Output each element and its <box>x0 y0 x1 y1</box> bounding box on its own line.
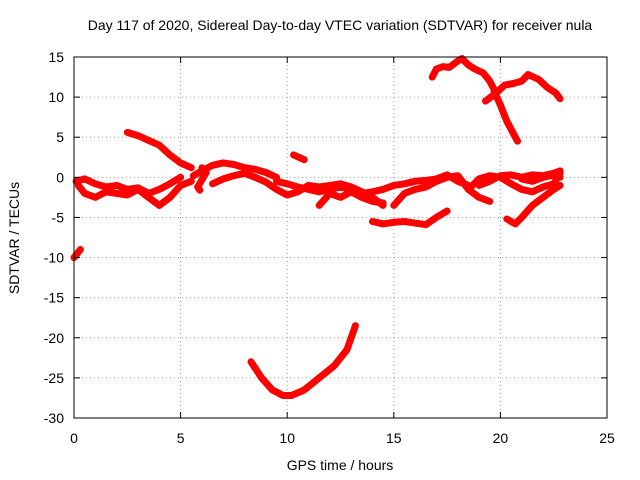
chart-title: Day 117 of 2020, Sidereal Day-to-day VTE… <box>88 17 593 33</box>
series-t11 <box>464 169 564 196</box>
y-tick-label: -30 <box>44 410 64 426</box>
x-axis-label: GPS time / hours <box>287 457 394 473</box>
y-axis-label: SDTVAR / TECUs <box>6 182 22 294</box>
y-ticks: -30 -25 -20 -15 -10 -5 0 5 10 15 <box>44 49 607 426</box>
x-tick-label: 10 <box>279 430 295 446</box>
series-t7 <box>290 151 308 164</box>
series-t2 <box>74 177 195 209</box>
series-t17 <box>247 322 359 399</box>
plot-frame <box>73 56 608 419</box>
series-t10 <box>369 207 451 229</box>
series-t9 <box>390 172 494 209</box>
x-tick-label: 15 <box>386 430 402 446</box>
series-t0 <box>70 246 84 262</box>
series-t1 <box>72 173 185 197</box>
series-t13 <box>503 181 564 228</box>
series-t15 <box>482 71 564 105</box>
series-t14 <box>428 55 498 93</box>
y-tick-label: -25 <box>44 370 64 386</box>
x-tick-label: 20 <box>493 430 509 446</box>
series-t18 <box>194 164 210 194</box>
x-tick-label: 25 <box>599 430 615 446</box>
series-layer <box>70 55 564 399</box>
y-tick-label: -20 <box>44 330 64 346</box>
y-tick-label: 5 <box>56 129 64 145</box>
y-tick-label: -15 <box>44 290 64 306</box>
y-tick-label: -5 <box>52 209 65 225</box>
y-tick-label: 0 <box>56 169 64 185</box>
y-tick-label: 10 <box>48 89 64 105</box>
series-t16 <box>490 87 521 145</box>
series-t8 <box>315 188 387 209</box>
x-tick-label: 0 <box>70 430 78 446</box>
y-tick-label: -10 <box>44 250 64 266</box>
x-tick-label: 5 <box>177 430 185 446</box>
y-tick-label: 15 <box>48 49 64 65</box>
x-ticks: 0 5 10 15 20 25 <box>70 57 615 446</box>
series-t19 <box>518 171 564 185</box>
series-t3 <box>123 128 195 172</box>
grid <box>74 57 607 418</box>
